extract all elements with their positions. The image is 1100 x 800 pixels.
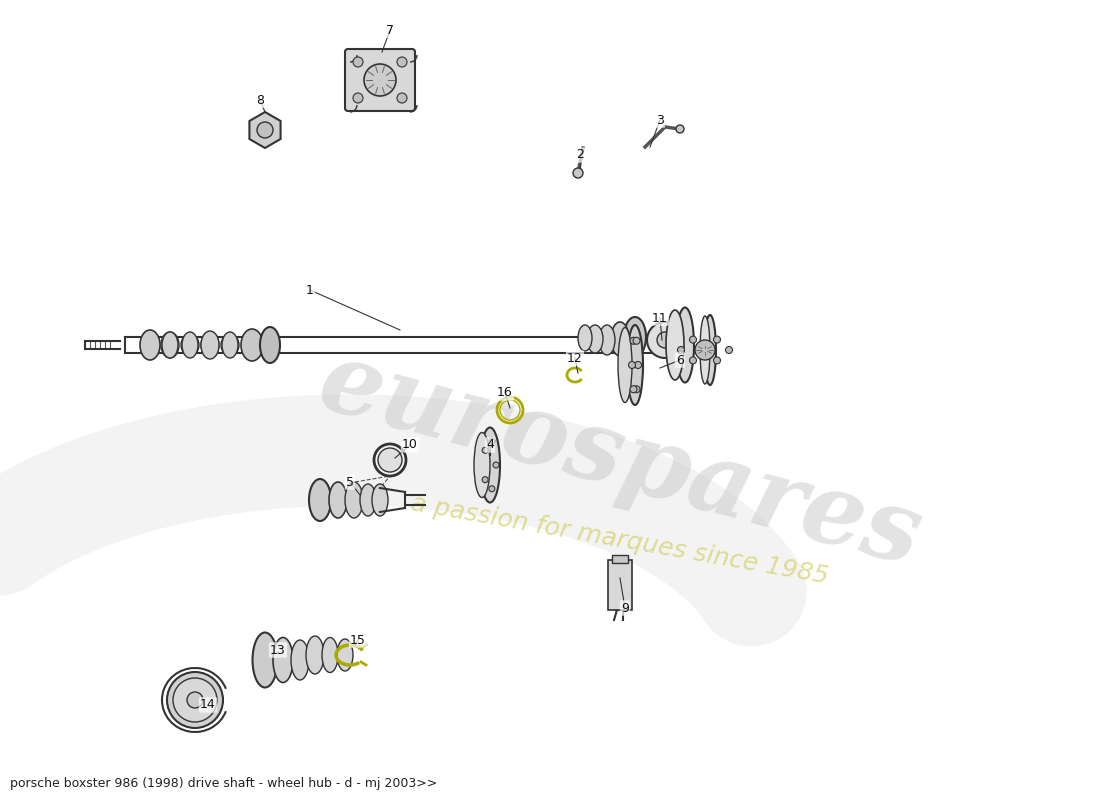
Circle shape: [397, 57, 407, 67]
Ellipse shape: [329, 482, 346, 518]
Text: 4: 4: [486, 438, 494, 451]
Ellipse shape: [260, 327, 280, 363]
Ellipse shape: [182, 332, 198, 358]
Text: 14: 14: [200, 698, 216, 711]
Text: 2: 2: [576, 149, 584, 162]
Ellipse shape: [182, 334, 199, 356]
Text: 7: 7: [386, 23, 394, 37]
Circle shape: [364, 64, 396, 96]
Ellipse shape: [618, 327, 632, 402]
Text: eurospares: eurospares: [308, 334, 932, 586]
Ellipse shape: [360, 484, 376, 516]
Ellipse shape: [666, 310, 684, 380]
Ellipse shape: [201, 331, 219, 359]
Circle shape: [630, 386, 637, 393]
Text: 16: 16: [497, 386, 513, 399]
Ellipse shape: [309, 479, 331, 521]
Circle shape: [482, 447, 488, 454]
Polygon shape: [250, 112, 280, 148]
Text: 8: 8: [256, 94, 264, 106]
Circle shape: [714, 357, 720, 364]
Circle shape: [488, 438, 495, 444]
Circle shape: [187, 692, 204, 708]
Ellipse shape: [201, 332, 219, 358]
Bar: [608, 560, 632, 610]
Ellipse shape: [700, 316, 710, 384]
Ellipse shape: [322, 638, 338, 673]
Text: a passion for marques since 1985: a passion for marques since 1985: [409, 491, 830, 589]
Text: 10: 10: [403, 438, 418, 451]
Text: 12: 12: [568, 351, 583, 365]
Circle shape: [632, 338, 640, 344]
Circle shape: [695, 340, 715, 360]
Text: 6: 6: [676, 354, 684, 366]
Circle shape: [257, 122, 273, 138]
Circle shape: [493, 462, 499, 468]
Ellipse shape: [140, 330, 159, 360]
Ellipse shape: [480, 427, 501, 502]
Ellipse shape: [610, 322, 629, 356]
Ellipse shape: [345, 482, 363, 518]
Circle shape: [690, 357, 696, 364]
Ellipse shape: [474, 433, 490, 498]
Bar: [612, 555, 628, 563]
Ellipse shape: [587, 325, 603, 353]
Ellipse shape: [141, 334, 160, 356]
Text: 1: 1: [306, 283, 313, 297]
Circle shape: [353, 57, 363, 67]
Text: 11: 11: [652, 311, 668, 325]
Circle shape: [630, 338, 637, 344]
Text: 9: 9: [621, 602, 629, 614]
Ellipse shape: [221, 334, 239, 356]
Circle shape: [632, 386, 640, 393]
Ellipse shape: [306, 636, 324, 674]
Circle shape: [167, 672, 223, 728]
Circle shape: [647, 322, 683, 358]
Text: 5: 5: [346, 475, 354, 489]
Ellipse shape: [241, 329, 263, 361]
Circle shape: [353, 93, 363, 103]
Ellipse shape: [253, 633, 277, 687]
Ellipse shape: [627, 325, 644, 405]
Text: porsche boxster 986 (1998) drive shaft - wheel hub - d - mj 2003>>: porsche boxster 986 (1998) drive shaft -…: [10, 777, 438, 790]
Circle shape: [628, 362, 636, 369]
Circle shape: [378, 448, 402, 472]
FancyBboxPatch shape: [345, 49, 415, 111]
Circle shape: [678, 346, 684, 354]
Circle shape: [173, 678, 217, 722]
Ellipse shape: [222, 332, 238, 358]
Ellipse shape: [624, 317, 646, 357]
Text: 13: 13: [271, 643, 286, 657]
Circle shape: [726, 346, 733, 354]
Circle shape: [397, 93, 407, 103]
Circle shape: [482, 477, 488, 482]
Ellipse shape: [578, 325, 592, 351]
Ellipse shape: [600, 325, 615, 355]
Ellipse shape: [161, 332, 179, 358]
Text: 15: 15: [350, 634, 366, 646]
Ellipse shape: [273, 638, 293, 682]
Circle shape: [714, 336, 720, 343]
Ellipse shape: [704, 315, 716, 385]
Ellipse shape: [372, 484, 388, 516]
Ellipse shape: [337, 639, 353, 671]
Circle shape: [657, 332, 673, 348]
Ellipse shape: [162, 332, 178, 358]
Circle shape: [488, 486, 495, 492]
Circle shape: [635, 362, 641, 369]
Ellipse shape: [292, 640, 309, 680]
Circle shape: [676, 125, 684, 133]
Circle shape: [690, 336, 696, 343]
Ellipse shape: [676, 307, 694, 382]
Text: 3: 3: [656, 114, 664, 126]
Circle shape: [573, 168, 583, 178]
